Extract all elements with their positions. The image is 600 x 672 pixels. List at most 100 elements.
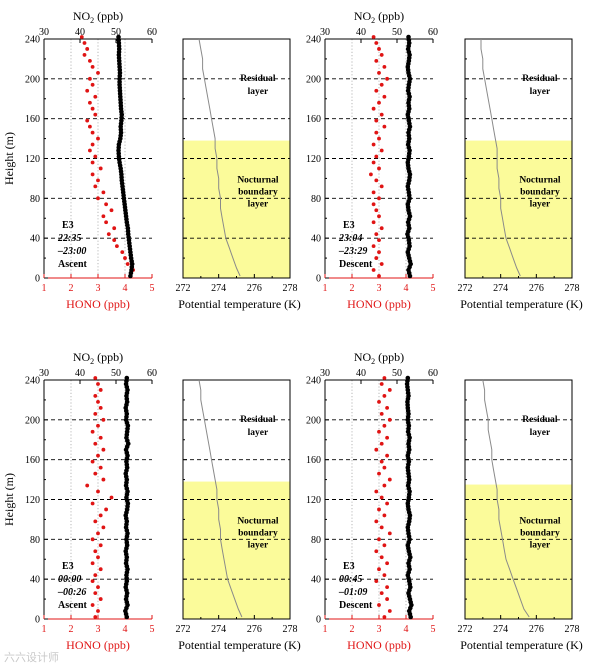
annotation-line: Descent [339, 600, 373, 611]
hono-point [96, 453, 100, 458]
x-tick-label-top: 60 [147, 27, 157, 38]
hono-point [379, 591, 384, 596]
hono-point [85, 88, 90, 93]
hono-point [371, 244, 376, 249]
annotation-line: Ascent [58, 600, 88, 611]
y-tick-label: 160 [25, 114, 40, 125]
hono-axis-title: HONO (ppb) [347, 638, 411, 652]
hono-point [382, 124, 387, 129]
hono-point [98, 543, 103, 548]
hono-point [377, 214, 381, 219]
hono-axis-title: HONO (ppb) [347, 297, 411, 311]
x-tick-label-top: 30 [320, 27, 330, 38]
hono-point [112, 238, 117, 243]
hono-point [101, 477, 106, 482]
panel-theta-1: 272 274 276 278 Potential temperature (K) Res… [176, 38, 301, 311]
hono-point [374, 256, 379, 260]
hono-point [93, 112, 98, 117]
hono-point [379, 382, 384, 386]
y-tick-label: 0 [35, 274, 40, 285]
x-tick-label-top: 50 [111, 368, 121, 379]
hono-point [371, 220, 376, 225]
hono-point [125, 262, 130, 266]
hono-point [90, 64, 95, 69]
hono-point [369, 172, 373, 177]
hono-point [104, 220, 108, 225]
x-tick-label-top: 60 [428, 368, 438, 379]
hono-point [385, 453, 389, 458]
hono-point [379, 459, 384, 464]
hono-point [374, 130, 379, 135]
potential-temperature-line [480, 39, 521, 277]
y-tick-label: 40 [311, 575, 321, 586]
hono-point [93, 441, 98, 446]
y-tick-label: 0 [316, 615, 321, 626]
annotation-line: Descent [339, 259, 373, 270]
x-tick-label-bottom: 4 [404, 624, 409, 635]
hono-point [90, 172, 95, 177]
y-tick-label: 80 [311, 194, 321, 205]
hono-point [96, 70, 100, 75]
annotation-line: –23:29 [338, 246, 367, 257]
annotation-line: E3 [343, 220, 355, 231]
hono-point [387, 609, 392, 613]
x-tick-label-bottom: 5 [431, 624, 436, 635]
hono-point [79, 35, 84, 39]
hono-point [382, 615, 387, 619]
x-tick-label-top: 30 [320, 368, 330, 379]
x-tick-label-top: 60 [147, 368, 157, 379]
x-tick-label-bottom: 2 [69, 283, 74, 294]
hono-point [98, 567, 103, 572]
y-tick-label: 200 [25, 74, 40, 85]
x-tick-label: 272 [458, 624, 473, 635]
panel-profile-2: 0 40 80 120 160 200 240 1 2 3 4 5 HONO (ppb) 30 40 50 60… [306, 9, 438, 311]
x-tick-label: 276 [529, 624, 544, 635]
hono-point [374, 59, 379, 63]
hono-point [385, 585, 389, 590]
x-tick-label: 278 [565, 624, 580, 635]
hono-point [374, 519, 379, 524]
y-tick-label: 240 [25, 35, 40, 46]
hono-point [377, 274, 381, 278]
hono-point [98, 405, 103, 410]
x-tick-label: 276 [247, 283, 262, 294]
hono-point [112, 226, 117, 231]
x-tick-label-top: 40 [75, 368, 85, 379]
hono-point [90, 429, 95, 434]
hono-point [379, 53, 384, 57]
hono-point [96, 555, 100, 560]
hono-point [374, 178, 379, 183]
theta-axis-title: Potential temperature (K) [178, 297, 301, 311]
theta-axis-title: Potential temperature (K) [178, 638, 301, 652]
x-tick-label-top: 30 [39, 368, 49, 379]
hono-point [371, 142, 376, 147]
hono-point [93, 154, 98, 159]
hono-point [98, 166, 103, 171]
hono-point [377, 537, 381, 542]
x-tick-label-bottom: 5 [150, 283, 155, 294]
hono-point [377, 238, 381, 243]
hono-point [374, 41, 379, 45]
x-tick-label-bottom: 2 [69, 624, 74, 635]
hono-point [382, 376, 387, 380]
hono-point [82, 53, 87, 57]
hono-point [90, 579, 95, 584]
hono-point [382, 483, 387, 488]
nocturnal-layer-label: Nocturnal [519, 516, 561, 526]
hono-point [382, 573, 387, 578]
hono-point [374, 579, 379, 584]
nocturnal-layer-label: boundary [238, 528, 278, 538]
hono-axis-title: HONO (ppb) [66, 638, 130, 652]
nocturnal-layer-label: layer [248, 199, 269, 209]
hono-point [387, 388, 392, 392]
residual-layer-label: layer [248, 428, 269, 438]
x-tick-label-bottom: 3 [377, 283, 382, 294]
y-tick-label: 160 [306, 455, 321, 466]
hono-point [379, 82, 384, 87]
hono-point [96, 196, 100, 201]
residual-layer-label: layer [530, 87, 551, 97]
x-tick-label-top: 50 [392, 368, 402, 379]
x-tick-label-bottom: 3 [96, 624, 101, 635]
annotation-line: –23:00 [57, 246, 86, 257]
x-tick-label-top: 40 [75, 27, 85, 38]
